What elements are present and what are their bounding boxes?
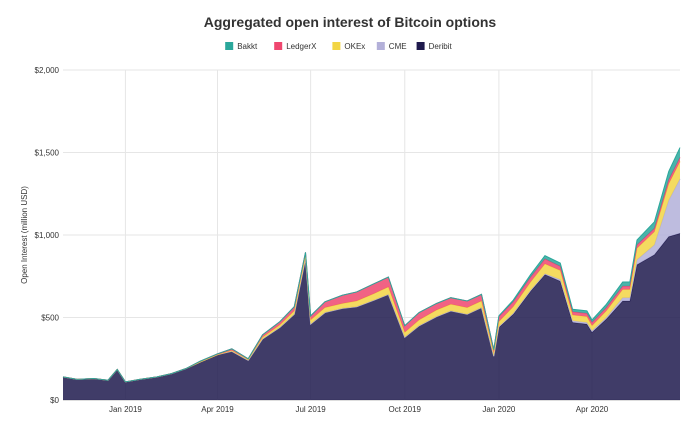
legend-swatch-okex <box>332 42 341 50</box>
series-line-bakkt <box>62 147 681 383</box>
legend-swatch-ledgerx <box>274 42 283 50</box>
y-axis-label: Open Interest (million USD) <box>20 186 29 284</box>
x-tick-label: Apr 2019 <box>201 405 234 414</box>
y-tick-label: $0 <box>50 396 59 405</box>
series-area-deribit <box>63 233 680 400</box>
x-tick-label: Oct 2019 <box>389 405 422 414</box>
legend-label-okex: OKEx <box>344 42 365 51</box>
y-tick-label: $1,500 <box>35 149 60 158</box>
legend: Bakkt LedgerX OKEx CME Deribit <box>225 42 452 51</box>
x-tick-label: Jul 2019 <box>295 405 326 414</box>
axes: $0 $500 $1,000 $1,500 $2,000 Jan 2019 Apr 2019… <box>35 66 609 414</box>
legend-swatch-cme <box>376 42 385 50</box>
legend-label-cme: CME <box>389 42 407 51</box>
legend-swatch-deribit <box>416 42 425 50</box>
y-tick-label: $500 <box>41 314 59 323</box>
x-tick-label: Jan 2019 <box>109 405 142 414</box>
x-tick-label: Apr 2020 <box>576 405 609 414</box>
legend-swatch-bakkt <box>225 42 234 50</box>
y-tick-label: $1,000 <box>35 231 60 240</box>
legend-label-deribit: Deribit <box>429 42 453 51</box>
legend-label-bakkt: Bakkt <box>237 42 258 51</box>
chart-title: Aggregated open interest of Bitcoin opti… <box>204 14 497 30</box>
y-tick-label: $2,000 <box>35 66 60 75</box>
x-tick-label: Jan 2020 <box>482 405 515 414</box>
plot-area <box>62 147 681 400</box>
series-area-okex <box>63 161 680 382</box>
legend-label-ledgerx: LedgerX <box>286 42 317 51</box>
